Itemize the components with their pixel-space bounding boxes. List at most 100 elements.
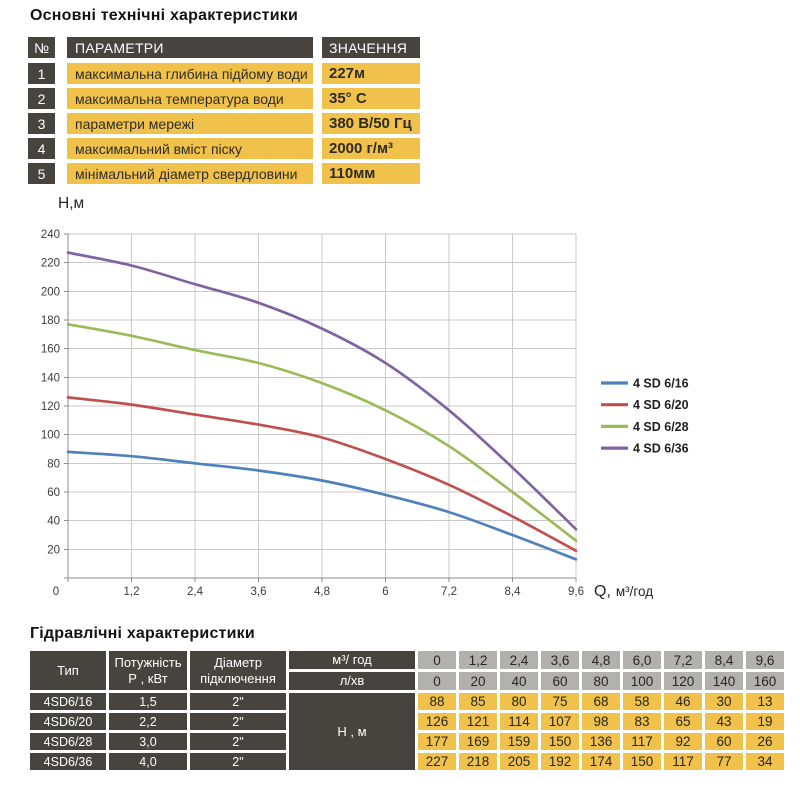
svg-text:9,6: 9,6	[568, 586, 584, 598]
head-value: 121	[459, 713, 497, 730]
pump-diameter: 2"	[190, 733, 286, 750]
head-value: 177	[418, 733, 456, 750]
series-4-SD-6/16	[66, 450, 578, 561]
main-specs-title: Основні технічні характеристики	[30, 7, 298, 24]
header-power-line1: Потужність	[114, 654, 182, 670]
svg-text:4,8: 4,8	[314, 586, 330, 598]
spec-row-number: 5	[28, 163, 55, 184]
head-value: 159	[500, 733, 538, 750]
spec-row-parameter: максимальний вміст піску	[67, 138, 313, 159]
spec-header-number: №	[28, 37, 55, 58]
flow-m3-value: 8,4	[705, 651, 743, 669]
series-4-SD-6/28	[66, 322, 578, 543]
head-value: 19	[746, 713, 784, 730]
head-value: 107	[541, 713, 579, 730]
head-value: 98	[582, 713, 620, 730]
spec-row: 2 максимальна температура води 35° С	[28, 88, 420, 109]
svg-text:8,4: 8,4	[505, 586, 522, 598]
header-diameter-line1: Діаметр	[214, 654, 262, 670]
svg-text:4 SD 6/28: 4 SD 6/28	[633, 420, 689, 434]
flow-m3-value: 6,0	[623, 651, 661, 669]
spec-row-number: 1	[28, 63, 55, 84]
head-value: 117	[623, 733, 661, 750]
hydraulic-title: Гідравлічні характеристики	[30, 625, 255, 642]
pump-row: 4SD6/36 4,0 2" 227 218 205 192 174 150 1…	[30, 753, 784, 770]
head-value: 92	[664, 733, 702, 750]
head-value: 192	[541, 753, 579, 770]
spec-row: 3 параметри мережі 380 В/50 Гц	[28, 113, 420, 134]
flow-m3-value: 2,4	[500, 651, 538, 669]
svg-text:220: 220	[41, 258, 60, 270]
head-value: 77	[705, 753, 743, 770]
head-value: 34	[746, 753, 784, 770]
header-power-line2: Р , кВт	[128, 670, 168, 686]
flow-m3-value: 0	[418, 651, 456, 669]
flow-m3-value: 9,6	[746, 651, 784, 669]
head-value: 46	[664, 693, 702, 710]
series-4-SD-6/20	[66, 396, 578, 553]
svg-text:160: 160	[41, 344, 60, 356]
head-value: 43	[705, 713, 743, 730]
head-value: 174	[582, 753, 620, 770]
svg-text:4 SD 6/36: 4 SD 6/36	[633, 442, 689, 456]
svg-text:Н,м: Н,м	[58, 195, 84, 212]
spec-row: 1 максимальна глибина підйому води 227м	[28, 63, 420, 84]
flow-lmin-value: 100	[623, 672, 661, 690]
flow-lmin-value: 80	[582, 672, 620, 690]
head-value: 75	[541, 693, 579, 710]
head-value: 227	[418, 753, 456, 770]
pump-diameter: 2"	[190, 693, 286, 710]
pump-row: 4SD6/16 1,5 2" Н , м 88 85 80 75 68 58 4…	[30, 693, 784, 770]
spec-header-value: ЗНАЧЕННЯ	[322, 37, 420, 58]
flow-m3-value: 1,2	[459, 651, 497, 669]
svg-text:200: 200	[41, 286, 60, 298]
spec-row-number: 4	[28, 138, 55, 159]
spec-row-parameter: мінімальний діаметр свердловини	[67, 163, 313, 184]
spec-row: 4 максимальний вміст піску 2000 г/м³	[28, 138, 420, 159]
header-flow-lmin: л/хв	[289, 672, 415, 690]
hydraulic-header-row-2: л/хв 0 20 40 60 80 100 120 140 160	[30, 672, 784, 690]
head-value: 150	[623, 753, 661, 770]
head-value: 68	[582, 693, 620, 710]
head-value: 136	[582, 733, 620, 750]
spec-row-value: 110мм	[322, 163, 420, 184]
spec-row-number: 2	[28, 88, 55, 109]
svg-text:60: 60	[47, 487, 60, 499]
head-value: 58	[623, 693, 661, 710]
series-4-SD-6/36	[66, 251, 578, 531]
pump-row: 4SD6/20 2,2 2" 126 121 114 107 98 83 65 …	[30, 713, 784, 730]
flow-lmin-value: 120	[664, 672, 702, 690]
svg-text:0: 0	[53, 586, 59, 598]
pump-power: 1,5	[109, 693, 187, 710]
chart-legend: 4 SD 6/16 4 SD 6/20 4 SD 6/28 4 SD 6/36	[601, 377, 689, 456]
chart-x-axis-title: Q, м³/год	[594, 583, 653, 600]
head-value: 60	[705, 733, 743, 750]
spec-row-number: 3	[28, 113, 55, 134]
head-value: 150	[541, 733, 579, 750]
flow-lmin-value: 20	[459, 672, 497, 690]
head-value: 80	[500, 693, 538, 710]
svg-text:4 SD 6/20: 4 SD 6/20	[633, 398, 689, 412]
svg-text:Q,м³/год: Q, м³/год	[594, 583, 653, 600]
svg-text:20: 20	[47, 544, 60, 556]
pump-power: 3,0	[109, 733, 187, 750]
head-label-cell: Н , м	[289, 693, 415, 770]
pump-diameter: 2"	[190, 753, 286, 770]
head-value: 218	[459, 753, 497, 770]
pump-power: 4,0	[109, 753, 187, 770]
svg-text:180: 180	[41, 315, 60, 327]
head-value: 30	[705, 693, 743, 710]
svg-text:140: 140	[41, 372, 60, 384]
spec-row-value: 2000 г/м³	[322, 138, 420, 159]
svg-text:6: 6	[382, 586, 388, 598]
spec-row-value: 35° С	[322, 88, 420, 109]
svg-text:240: 240	[41, 229, 60, 241]
head-value: 117	[664, 753, 702, 770]
hydraulic-table: Тип Потужність Р , кВт Діаметр підключен…	[27, 648, 787, 773]
head-value: 85	[459, 693, 497, 710]
svg-text:80: 80	[47, 458, 60, 470]
header-diameter-line2: підключення	[200, 670, 276, 686]
main-specs-table: № ПАРАМЕТРИ ЗНАЧЕННЯ 1 максимальна глиби…	[28, 37, 420, 188]
flow-lmin-value: 140	[705, 672, 743, 690]
header-type: Тип	[30, 651, 106, 690]
